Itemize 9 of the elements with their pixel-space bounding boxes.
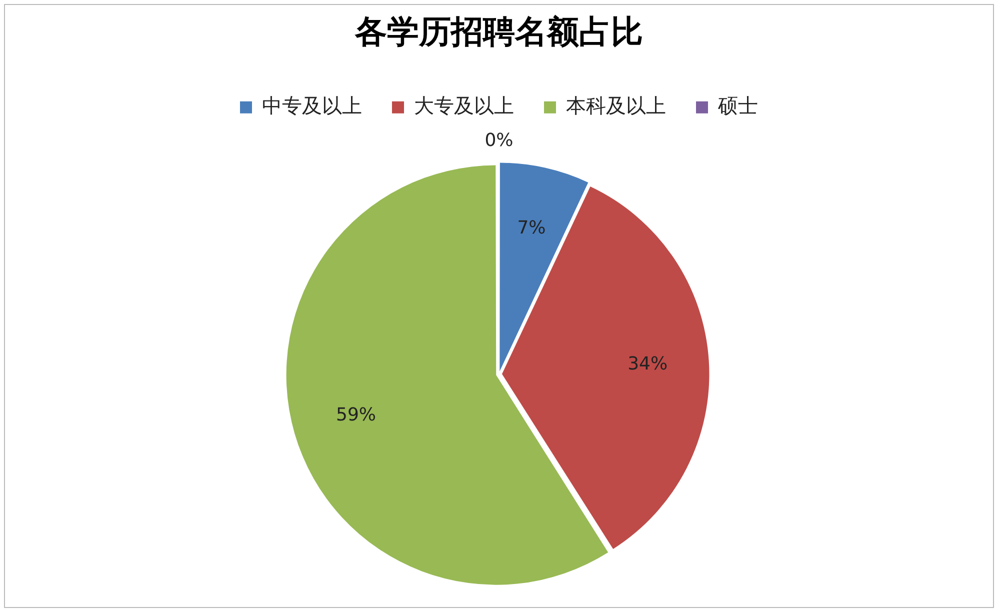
legend-label: 硕士 [717, 94, 758, 118]
data-label: 7% [517, 218, 546, 239]
text: 0% [484, 130, 514, 152]
legend-label: 本科及以上 [566, 94, 666, 118]
legend-label: 中专及以上 [262, 94, 362, 118]
chart-title: 各学历招聘名额占比 [354, 12, 643, 51]
data-label: 59% [336, 404, 376, 426]
legend-label: 大专及以上 [414, 94, 514, 118]
data-label: 34% [628, 354, 668, 375]
